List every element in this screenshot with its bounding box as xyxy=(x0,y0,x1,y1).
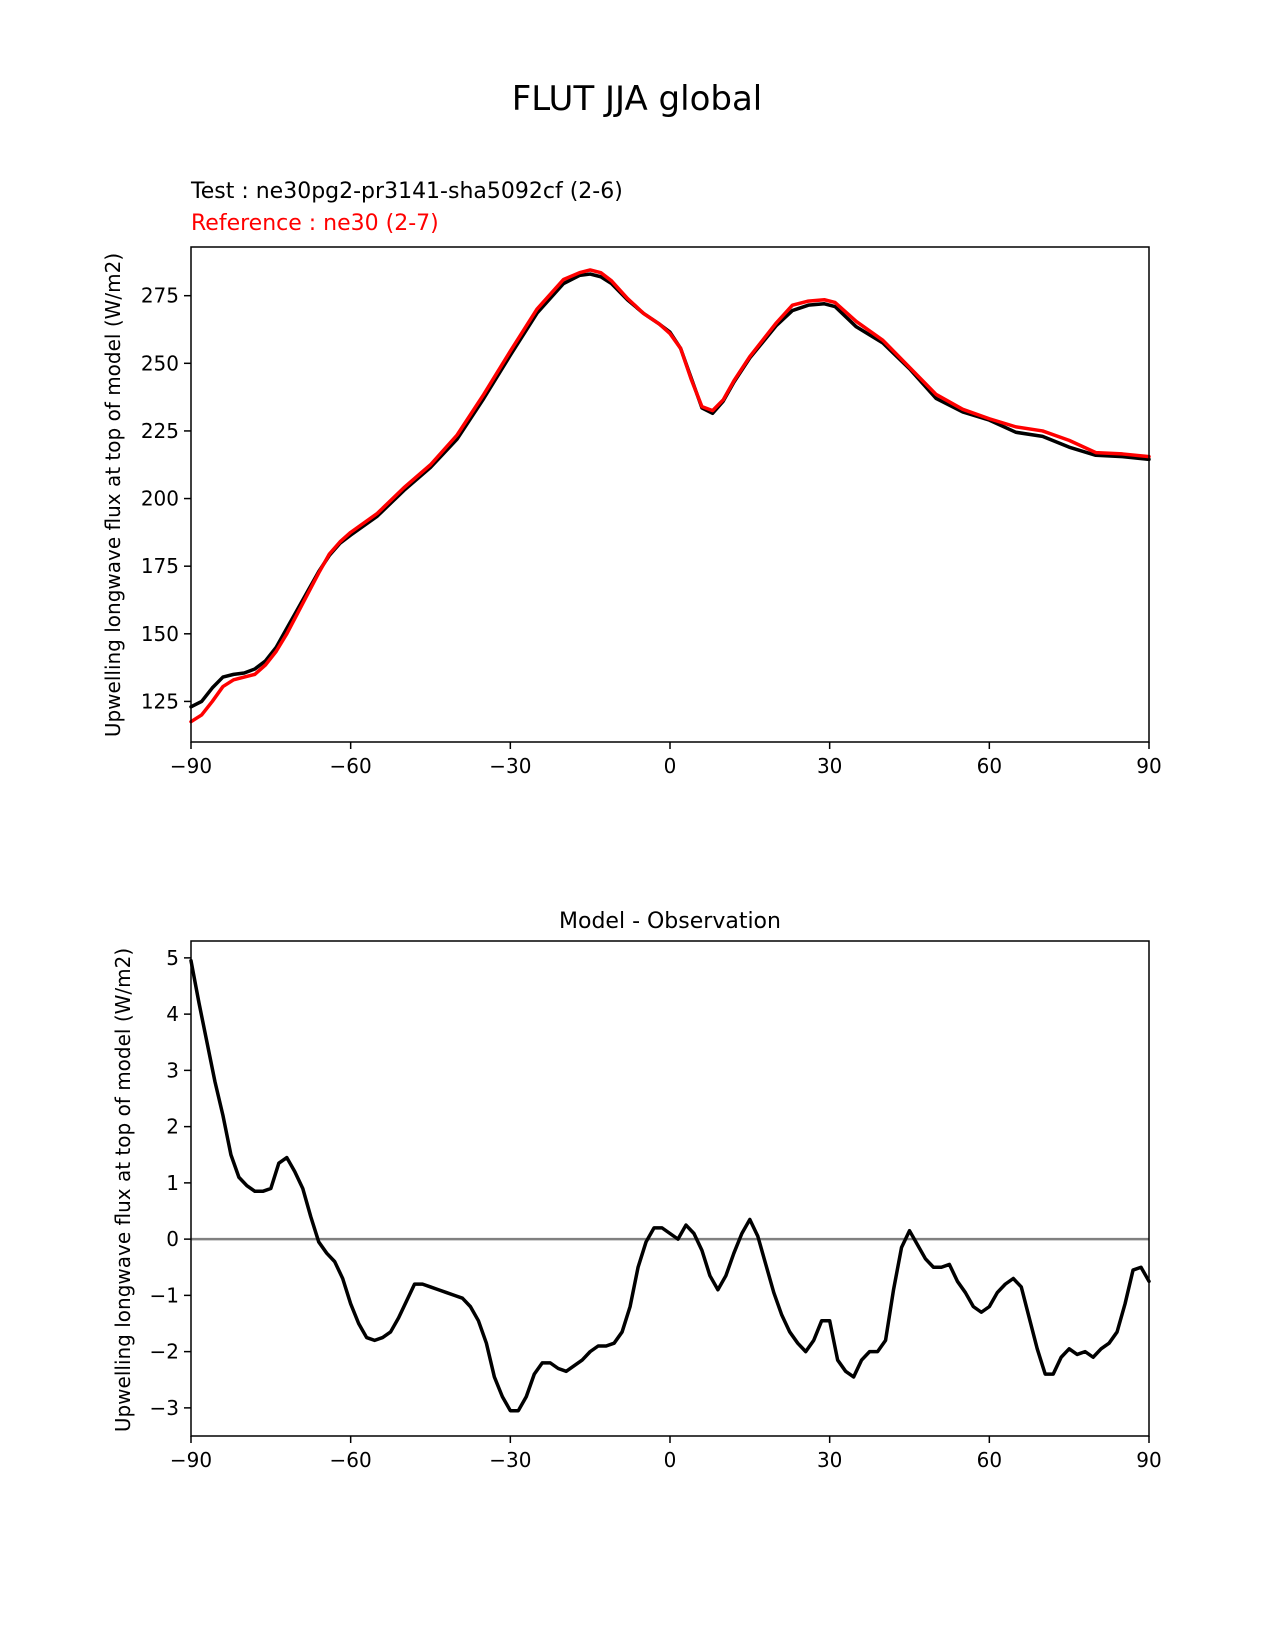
bottom-y-tick-label: 3 xyxy=(166,1058,179,1082)
bottom-y-tick-label: −3 xyxy=(150,1396,179,1420)
bottom-x-tick-label: 60 xyxy=(977,1448,1002,1472)
bottom-x-tick-label: −60 xyxy=(330,1448,372,1472)
top-y-tick-label: 275 xyxy=(141,284,179,308)
top-series-reference-line xyxy=(189,268,1151,724)
top-y-tick-label: 150 xyxy=(141,622,179,646)
top-y-tick-label: 200 xyxy=(141,487,179,511)
bottom-y-tick-label: −1 xyxy=(150,1283,179,1307)
bottom-x-tick-label: −30 xyxy=(489,1448,531,1472)
bottom-y-tick-label: 2 xyxy=(166,1115,179,1139)
top-x-tick-label: −60 xyxy=(330,754,372,778)
top-y-axis-label: Upwelling longwave flux at top of model … xyxy=(101,253,125,737)
bottom-x-tick-label: 90 xyxy=(1136,1448,1161,1472)
difference-panel: Model - Observation Upwelling longwave f… xyxy=(111,909,1162,1472)
top-x-tick-label: 90 xyxy=(1136,754,1161,778)
bottom-plot-area: −90 −60 −30 0 30 60 90 −3 −2 −1 0 1 2 3 4 5 xyxy=(150,940,1162,1472)
top-x-tick-label: 60 xyxy=(977,754,1002,778)
bottom-y-tick-label: 4 xyxy=(166,1002,179,1026)
top-y-tick-label: 175 xyxy=(141,554,179,578)
top-y-tick-label: 250 xyxy=(141,351,179,375)
bottom-x-tick-label: −90 xyxy=(170,1448,212,1472)
top-y-tick-label: 225 xyxy=(141,419,179,443)
top-x-tick-label: −90 xyxy=(170,754,212,778)
bottom-y-axis-label: Upwelling longwave flux at top of model … xyxy=(111,948,135,1432)
reference-label: Reference : ne30 (2-7) xyxy=(191,211,439,236)
top-x-tick-label: 0 xyxy=(664,754,677,778)
bottom-y-tick-label: 0 xyxy=(166,1227,179,1251)
mean-panel: Test : ne30pg2-pr3141-sha5092cf (2-6) Re… xyxy=(101,179,1162,778)
bottom-x-tick-label: 30 xyxy=(817,1448,842,1472)
top-axes-frame xyxy=(190,246,1150,743)
bottom-series-model-observation-line xyxy=(189,958,1151,1413)
top-x-tick-label: 30 xyxy=(817,754,842,778)
top-plot-area: −90 −60 −30 0 30 60 90 125 150 175 200 225 250 275 xyxy=(141,246,1162,778)
bottom-axes-frame xyxy=(190,940,1150,1437)
top-y-tick-label: 125 xyxy=(141,689,179,713)
bottom-y-tick-label: 1 xyxy=(166,1171,179,1195)
bottom-y-tick-label: −2 xyxy=(150,1340,179,1364)
top-x-tick-label: −30 xyxy=(489,754,531,778)
test-label: Test : ne30pg2-pr3141-sha5092cf (2-6) xyxy=(190,179,623,204)
difference-title: Model - Observation xyxy=(559,909,781,934)
figure-title: FLUT JJA global xyxy=(512,79,762,119)
top-series-test-line xyxy=(189,272,1151,709)
bottom-x-tick-label: 0 xyxy=(664,1448,677,1472)
bottom-y-tick-label: 5 xyxy=(166,946,179,970)
